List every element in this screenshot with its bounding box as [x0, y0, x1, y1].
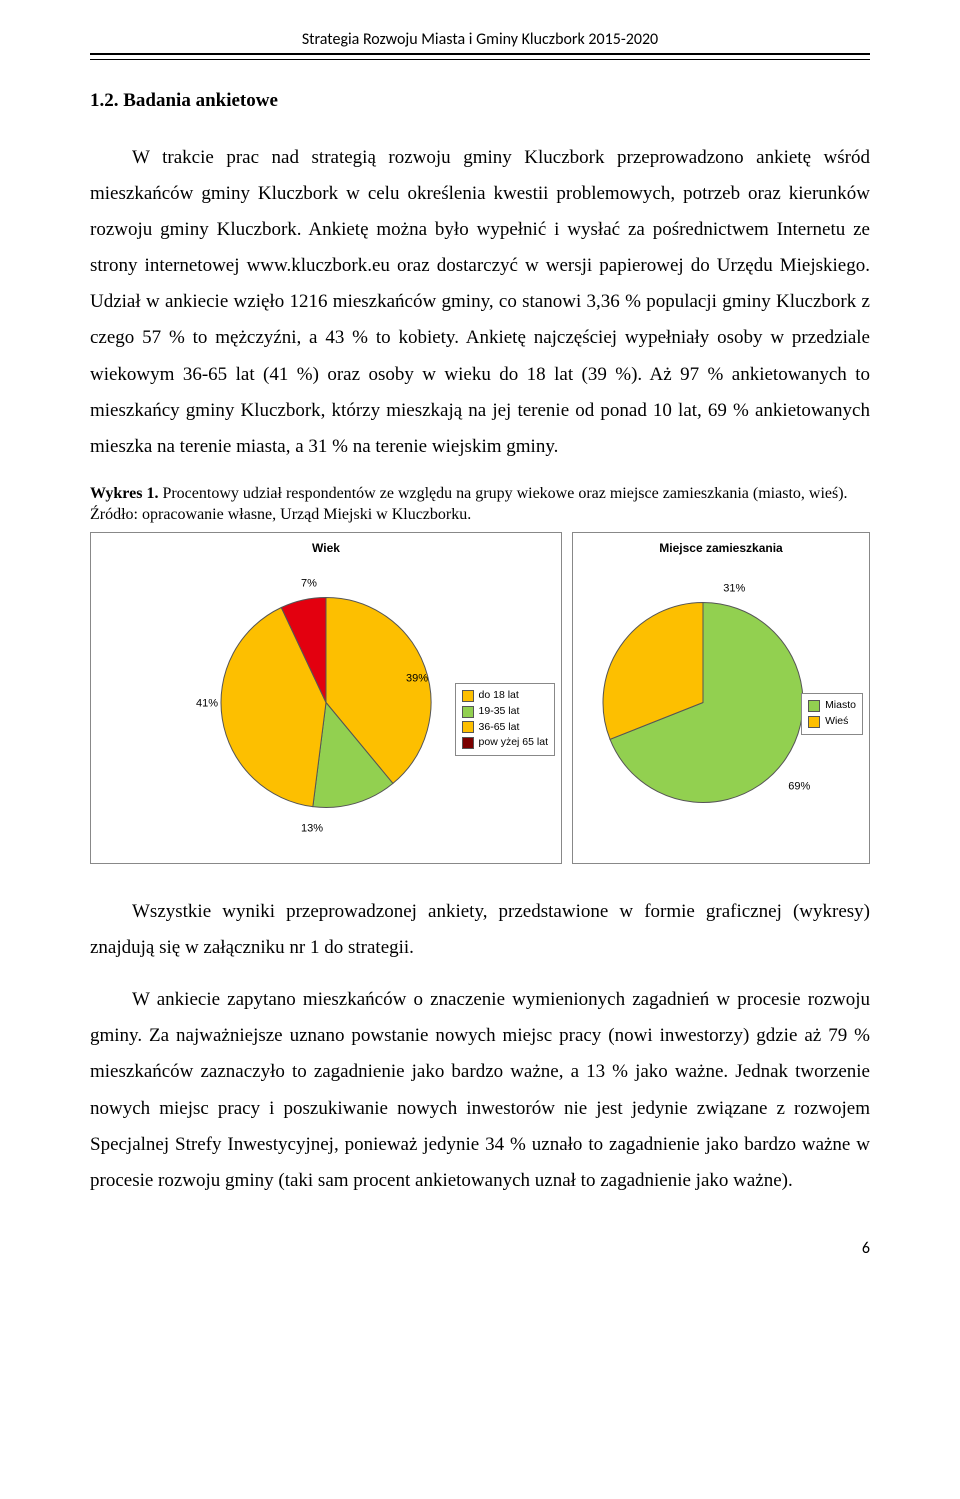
charts-row: Wiek 39%13%41%7% do 18 lat19-35 lat36-65… [90, 532, 870, 864]
legend-item: pow yżej 65 lat [462, 735, 548, 751]
section-title: 1.2. Badania ankietowe [90, 90, 870, 112]
chart-wiek-title: Wiek [91, 533, 561, 555]
chart-miejsce: Miejsce zamieszkania 69%31% MiastoWieś [572, 532, 870, 864]
pie-slice-label: 31% [723, 582, 745, 594]
caption-bold: Wykres 1. [90, 485, 158, 502]
paragraph-results: W ankiecie zapytano mieszkańców o znacze… [90, 982, 870, 1199]
legend-swatch [462, 721, 474, 733]
legend-swatch [462, 706, 474, 718]
caption-rest: Procentowy udział respondentów ze względ… [90, 485, 848, 524]
chart-miejsce-legend: MiastoWieś [801, 693, 863, 735]
pie-slice-label: 69% [788, 780, 810, 792]
chart-wiek-pie: 39%13%41%7% [216, 592, 436, 817]
pie-slice-label: 13% [301, 822, 323, 834]
chart-miejsce-title: Miejsce zamieszkania [573, 533, 869, 555]
legend-label: 36-65 lat [479, 720, 520, 736]
pie-slice-label: 7% [301, 577, 317, 589]
legend-item: do 18 lat [462, 688, 548, 704]
paragraph-results-intro: Wszystkie wyniki przeprowadzonej ankiety… [90, 894, 870, 966]
legend-swatch [462, 737, 474, 749]
chart-wiek-legend: do 18 lat19-35 lat36-65 latpow yżej 65 l… [455, 683, 555, 756]
pie-slice-label: 39% [406, 672, 428, 684]
chart-caption: Wykres 1. Procentowy udział respondentów… [90, 483, 870, 526]
chart-wiek: Wiek 39%13%41%7% do 18 lat19-35 lat36-65… [90, 532, 562, 864]
legend-label: 19-35 lat [479, 704, 520, 720]
paragraph-intro: W trakcie prac nad strategią rozwoju gmi… [90, 140, 870, 465]
legend-item: Miasto [808, 698, 856, 714]
pie-slice-label: 41% [196, 697, 218, 709]
running-header: Strategia Rozwoju Miasta i Gminy Kluczbo… [90, 30, 870, 53]
legend-item: 36-65 lat [462, 720, 548, 736]
legend-swatch [808, 700, 820, 712]
legend-item: 19-35 lat [462, 704, 548, 720]
legend-label: pow yżej 65 lat [479, 735, 548, 751]
legend-label: Miasto [825, 698, 856, 714]
legend-label: do 18 lat [479, 688, 519, 704]
legend-swatch [462, 690, 474, 702]
legend-item: Wieś [808, 714, 856, 730]
page-number: 6 [90, 1239, 870, 1258]
legend-label: Wieś [825, 714, 848, 730]
chart-miejsce-pie: 69%31% [598, 597, 808, 812]
legend-swatch [808, 716, 820, 728]
header-rule [90, 53, 870, 60]
